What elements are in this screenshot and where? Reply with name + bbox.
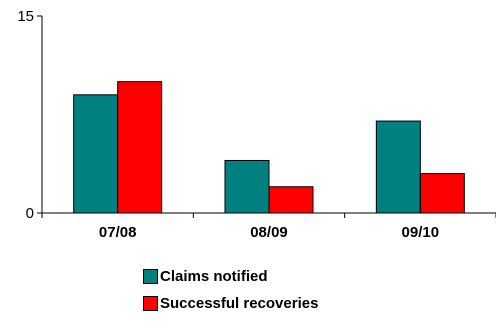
- x-tick-label: 09/10: [402, 224, 440, 241]
- bar-recoveries-08-09: [268, 186, 314, 214]
- x-tick-label: 07/08: [99, 224, 137, 241]
- x-tick-label: 08/09: [250, 224, 288, 241]
- bar-recoveries-07-08: [117, 81, 163, 214]
- legend-item-claims: Claims notified: [143, 263, 318, 290]
- legend-swatch-claims: [143, 269, 158, 284]
- y-tick-label: 0: [26, 205, 34, 222]
- bar-claims-08-09: [224, 159, 270, 214]
- bars-layer: [73, 81, 465, 214]
- y-tick-label: 15: [17, 8, 34, 25]
- legend-swatch-recoveries: [143, 296, 158, 311]
- x-ticks: 07/08 08/09 09/10: [41, 213, 496, 241]
- legend: Claims notified Successful recoveries: [143, 263, 318, 317]
- legend-label-claims: Claims notified: [160, 268, 268, 285]
- legend-label-recoveries: Successful recoveries: [160, 295, 319, 312]
- bar-recoveries-09-10: [419, 173, 465, 214]
- y-ticks: 0 15: [17, 8, 42, 222]
- bar-claims-07-08: [73, 94, 119, 214]
- bar-claims-09-10: [375, 120, 421, 214]
- legend-item-recoveries: Successful recoveries: [143, 290, 318, 317]
